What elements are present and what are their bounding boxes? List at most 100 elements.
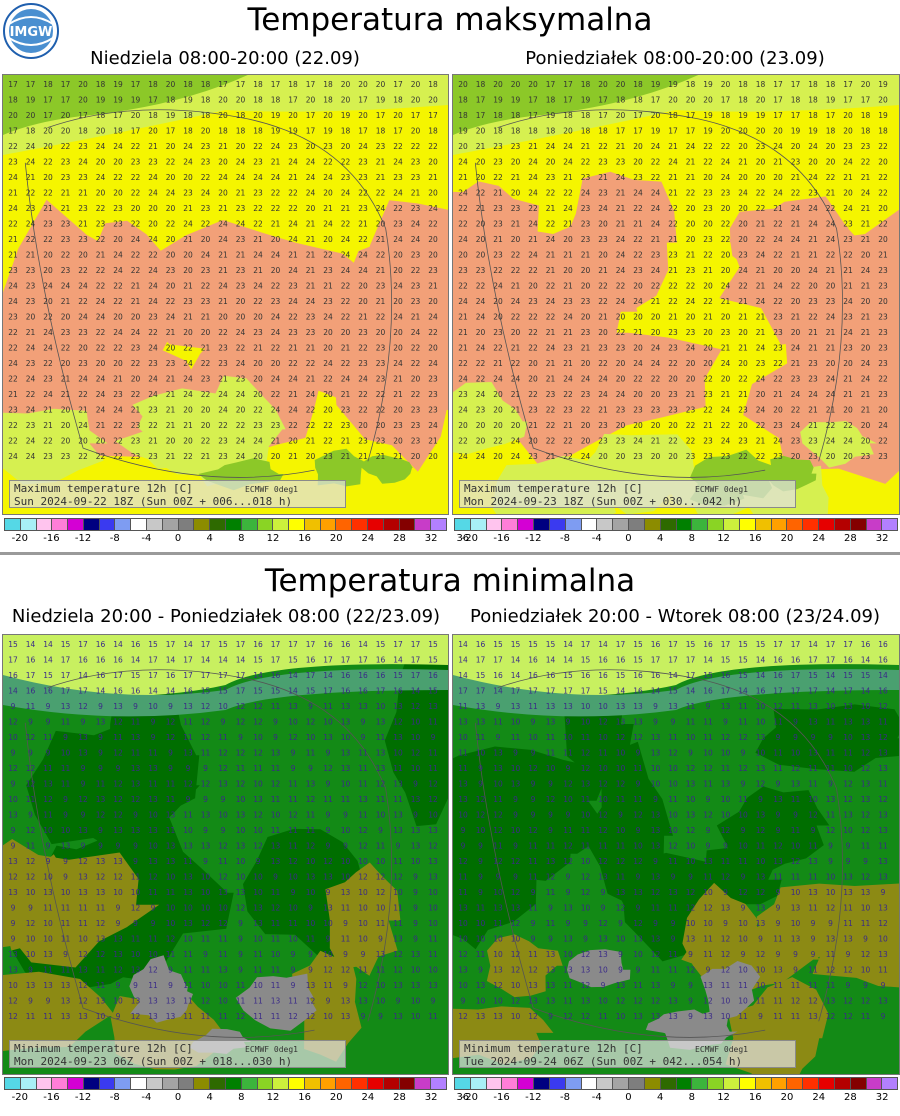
svg-text:9: 9 xyxy=(81,780,86,789)
svg-text:13: 13 xyxy=(148,997,158,1006)
svg-text:20: 20 xyxy=(633,158,643,167)
svg-text:23: 23 xyxy=(201,375,211,384)
svg-text:22: 22 xyxy=(43,437,53,446)
svg-text:18: 18 xyxy=(861,127,871,136)
svg-text:22: 22 xyxy=(131,220,141,229)
svg-text:20: 20 xyxy=(633,390,643,399)
svg-text:24: 24 xyxy=(358,375,368,384)
scale-swatch xyxy=(502,518,519,531)
svg-text:13: 13 xyxy=(61,702,71,711)
svg-text:24: 24 xyxy=(686,142,696,151)
svg-text:11: 11 xyxy=(288,826,298,835)
svg-text:20: 20 xyxy=(43,127,53,136)
svg-text:22: 22 xyxy=(878,220,888,229)
svg-text:20: 20 xyxy=(703,359,713,368)
svg-text:23: 23 xyxy=(201,266,211,275)
svg-text:9: 9 xyxy=(133,702,138,711)
scale-tick-label: -12 xyxy=(74,533,92,544)
svg-text:20: 20 xyxy=(393,437,403,446)
svg-text:14: 14 xyxy=(511,671,521,680)
svg-text:10: 10 xyxy=(616,1012,626,1021)
svg-text:18: 18 xyxy=(376,127,386,136)
svg-text:14: 14 xyxy=(8,687,18,696)
svg-text:20: 20 xyxy=(773,127,783,136)
svg-text:24: 24 xyxy=(148,344,158,353)
svg-text:21: 21 xyxy=(8,189,18,198)
svg-text:24: 24 xyxy=(183,158,193,167)
svg-text:9: 9 xyxy=(881,1012,886,1021)
svg-text:17: 17 xyxy=(686,127,696,136)
svg-text:11: 11 xyxy=(61,904,71,913)
svg-text:17: 17 xyxy=(78,640,88,649)
scale-swatch xyxy=(68,1077,84,1090)
svg-text:22: 22 xyxy=(738,375,748,384)
svg-text:10: 10 xyxy=(376,981,386,990)
svg-text:11: 11 xyxy=(703,950,713,959)
svg-text:22: 22 xyxy=(26,235,36,244)
svg-text:24: 24 xyxy=(476,297,486,306)
svg-text:17: 17 xyxy=(271,80,281,89)
svg-text:21: 21 xyxy=(271,220,281,229)
scale-tick-label: 0 xyxy=(174,533,182,544)
svg-text:21: 21 xyxy=(358,452,368,461)
svg-text:9: 9 xyxy=(186,764,191,773)
svg-text:24: 24 xyxy=(236,158,246,167)
svg-text:21: 21 xyxy=(563,328,573,337)
svg-text:20: 20 xyxy=(341,328,351,337)
svg-text:21: 21 xyxy=(791,220,801,229)
svg-text:11: 11 xyxy=(166,780,176,789)
svg-text:13: 13 xyxy=(511,702,521,711)
svg-text:20: 20 xyxy=(738,127,748,136)
svg-text:10: 10 xyxy=(236,873,246,882)
svg-text:17: 17 xyxy=(668,656,678,665)
svg-text:17: 17 xyxy=(686,671,696,680)
svg-text:13: 13 xyxy=(791,904,801,913)
svg-text:13: 13 xyxy=(236,888,246,897)
svg-text:14: 14 xyxy=(703,656,713,665)
svg-text:13: 13 xyxy=(633,702,643,711)
svg-text:22: 22 xyxy=(96,344,106,353)
svg-text:16: 16 xyxy=(26,687,36,696)
svg-text:9: 9 xyxy=(308,904,313,913)
svg-text:17: 17 xyxy=(393,80,403,89)
svg-text:20: 20 xyxy=(43,297,53,306)
svg-text:9: 9 xyxy=(478,764,483,773)
svg-text:14: 14 xyxy=(96,687,106,696)
svg-text:13: 13 xyxy=(878,811,888,820)
svg-text:10: 10 xyxy=(476,919,486,928)
svg-text:20: 20 xyxy=(113,158,123,167)
svg-text:12: 12 xyxy=(808,811,818,820)
svg-text:11: 11 xyxy=(546,919,556,928)
svg-text:20: 20 xyxy=(96,158,106,167)
svg-text:11: 11 xyxy=(253,966,263,975)
svg-text:20: 20 xyxy=(131,204,141,213)
svg-text:13: 13 xyxy=(131,826,141,835)
svg-text:24: 24 xyxy=(633,297,643,306)
svg-text:9: 9 xyxy=(548,780,553,789)
svg-text:10: 10 xyxy=(253,981,263,990)
svg-text:11: 11 xyxy=(546,888,556,897)
svg-text:12: 12 xyxy=(113,780,123,789)
svg-text:12: 12 xyxy=(96,873,106,882)
svg-text:23: 23 xyxy=(773,452,783,461)
svg-text:21: 21 xyxy=(511,220,521,229)
svg-text:IMGW: IMGW xyxy=(10,25,53,40)
svg-text:13: 13 xyxy=(78,966,88,975)
svg-text:10: 10 xyxy=(8,981,18,990)
svg-text:18: 18 xyxy=(393,96,403,105)
svg-text:21: 21 xyxy=(306,266,316,275)
svg-text:24: 24 xyxy=(843,328,853,337)
svg-text:20: 20 xyxy=(358,297,368,306)
svg-text:11: 11 xyxy=(183,981,193,990)
scale-swatch xyxy=(470,518,487,531)
svg-text:12: 12 xyxy=(218,919,228,928)
svg-text:18: 18 xyxy=(686,80,696,89)
svg-text:10: 10 xyxy=(703,888,713,897)
svg-text:9: 9 xyxy=(653,919,658,928)
svg-text:22: 22 xyxy=(236,344,246,353)
svg-text:13: 13 xyxy=(563,966,573,975)
svg-text:23: 23 xyxy=(26,359,36,368)
svg-text:21: 21 xyxy=(756,266,766,275)
svg-text:24: 24 xyxy=(738,189,748,198)
svg-text:20: 20 xyxy=(528,359,538,368)
